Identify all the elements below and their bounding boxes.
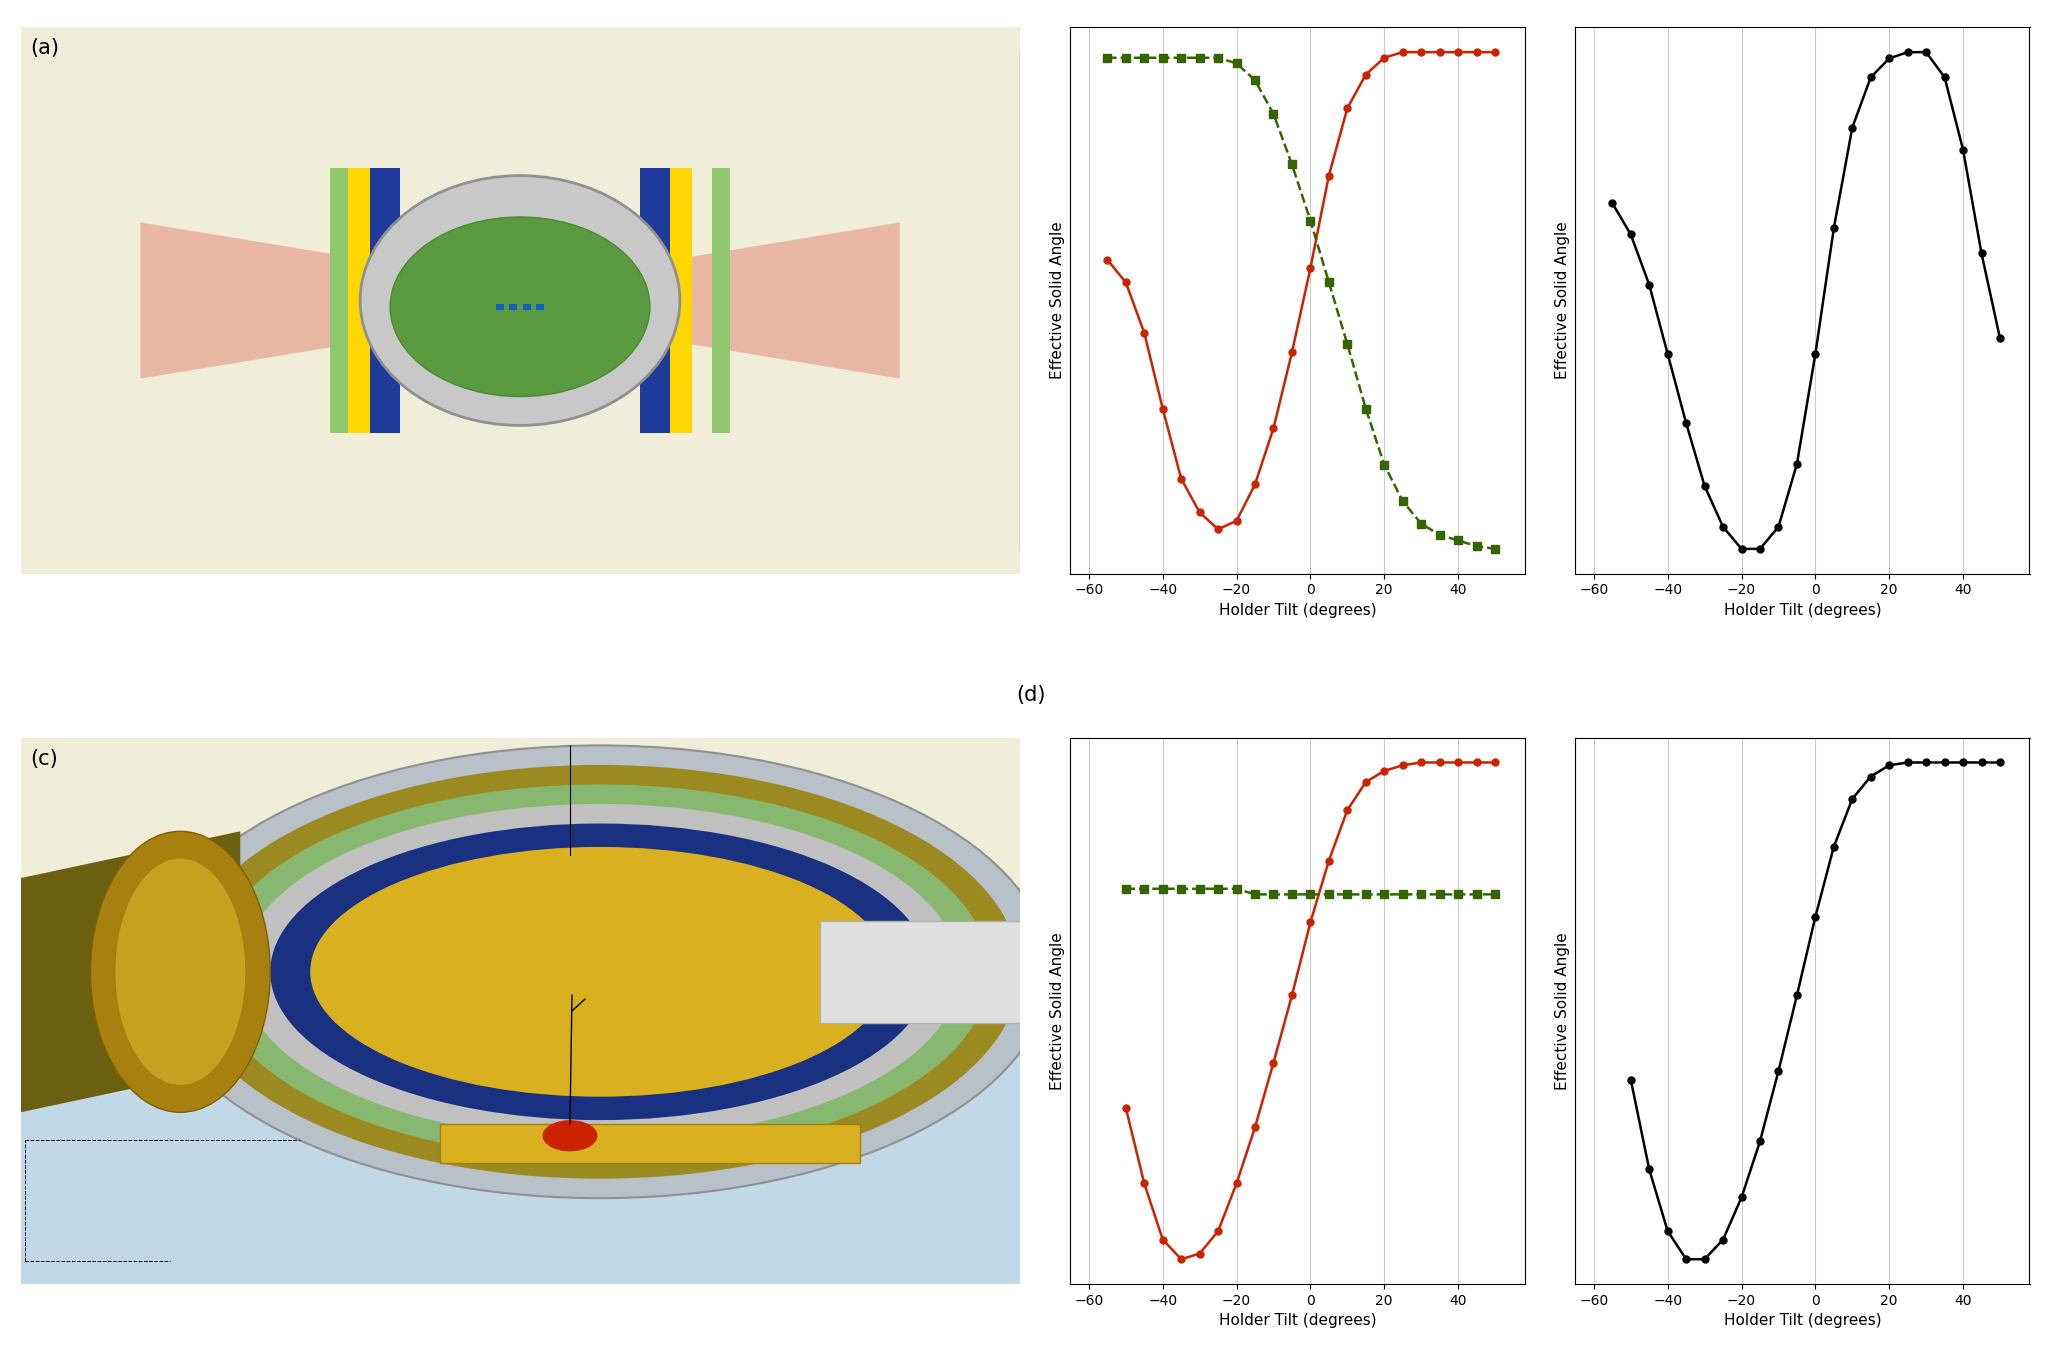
X-axis label: Holder Tilt (degrees): Holder Tilt (degrees) [1724,602,1882,617]
Text: (a): (a) [31,38,59,59]
Bar [348,168,371,433]
Ellipse shape [115,859,246,1085]
Ellipse shape [310,847,890,1097]
Bar [670,168,691,433]
Bar [820,921,1039,1023]
Y-axis label: Effective Solid Angle: Effective Solid Angle [1554,221,1570,380]
Ellipse shape [390,217,650,396]
Bar [640,168,670,433]
Polygon shape [660,27,1019,574]
Polygon shape [20,27,379,574]
Ellipse shape [90,832,271,1112]
Text: (d): (d) [1017,684,1046,705]
Ellipse shape [240,805,959,1139]
Ellipse shape [150,746,1050,1198]
Polygon shape [660,27,1019,574]
Polygon shape [20,51,379,550]
Ellipse shape [211,784,990,1160]
Ellipse shape [543,1120,597,1152]
Ellipse shape [271,824,929,1120]
Bar [523,303,531,310]
Y-axis label: Effective Solid Angle: Effective Solid Angle [1554,932,1570,1090]
Bar [508,303,517,310]
Text: (c): (c) [31,749,57,769]
Bar [371,168,400,433]
X-axis label: Holder Tilt (degrees): Holder Tilt (degrees) [1724,1313,1882,1328]
Polygon shape [139,223,521,378]
Bar [20,1011,1019,1284]
Y-axis label: Effective Solid Angle: Effective Solid Angle [1050,932,1064,1090]
Ellipse shape [180,765,1019,1179]
Bar [711,168,730,433]
Bar [496,303,504,310]
Circle shape [361,176,681,425]
Bar [535,303,543,310]
Polygon shape [521,223,900,378]
X-axis label: Holder Tilt (degrees): Holder Tilt (degrees) [1218,602,1376,617]
Polygon shape [20,27,1019,574]
Bar [330,168,348,433]
Bar [441,1124,859,1162]
Y-axis label: Effective Solid Angle: Effective Solid Angle [1050,221,1064,380]
Polygon shape [20,832,240,1112]
Polygon shape [20,27,379,574]
Polygon shape [660,51,1019,550]
X-axis label: Holder Tilt (degrees): Holder Tilt (degrees) [1218,1313,1376,1328]
Bar [20,738,1019,1011]
